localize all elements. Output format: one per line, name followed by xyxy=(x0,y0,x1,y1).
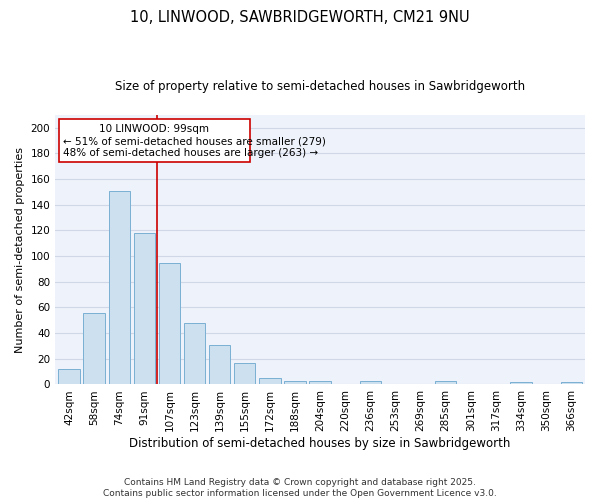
Bar xyxy=(209,344,230,385)
Bar xyxy=(83,312,105,384)
Text: 10, LINWOOD, SAWBRIDGEWORTH, CM21 9NU: 10, LINWOOD, SAWBRIDGEWORTH, CM21 9NU xyxy=(130,10,470,25)
Bar xyxy=(109,190,130,384)
Bar xyxy=(134,233,155,384)
Bar xyxy=(359,380,381,384)
Text: 10 LINWOOD: 99sqm: 10 LINWOOD: 99sqm xyxy=(100,124,209,134)
Bar xyxy=(159,262,180,384)
Bar xyxy=(435,380,457,384)
Bar xyxy=(510,382,532,384)
Bar xyxy=(184,323,205,384)
Text: Contains HM Land Registry data © Crown copyright and database right 2025.
Contai: Contains HM Land Registry data © Crown c… xyxy=(103,478,497,498)
Bar xyxy=(560,382,582,384)
Title: Size of property relative to semi-detached houses in Sawbridgeworth: Size of property relative to semi-detach… xyxy=(115,80,525,93)
Bar xyxy=(259,378,281,384)
Bar xyxy=(284,380,305,384)
Bar xyxy=(310,380,331,384)
Y-axis label: Number of semi-detached properties: Number of semi-detached properties xyxy=(15,146,25,352)
Text: 48% of semi-detached houses are larger (263) →: 48% of semi-detached houses are larger (… xyxy=(62,148,318,158)
Text: ← 51% of semi-detached houses are smaller (279): ← 51% of semi-detached houses are smalle… xyxy=(62,136,326,146)
Bar xyxy=(58,369,80,384)
X-axis label: Distribution of semi-detached houses by size in Sawbridgeworth: Distribution of semi-detached houses by … xyxy=(130,437,511,450)
FancyBboxPatch shape xyxy=(59,119,250,162)
Bar xyxy=(234,362,256,384)
